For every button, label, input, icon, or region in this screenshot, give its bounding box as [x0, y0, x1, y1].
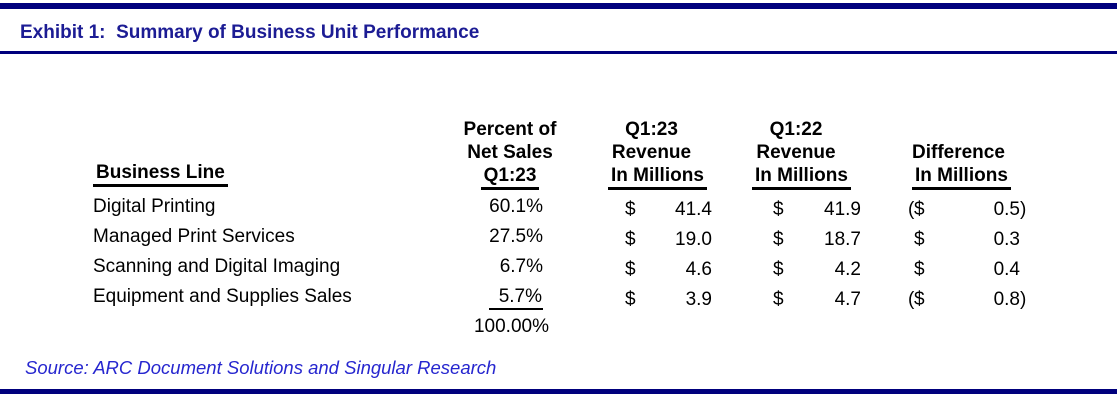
currency-symbol: $	[773, 259, 784, 280]
difference-value: 0.4	[993, 259, 1020, 280]
header-percent-line3: Q1:23	[480, 164, 540, 190]
business-line-cell: Managed Print Services	[93, 226, 295, 247]
currency-symbol: $	[773, 289, 784, 310]
business-unit-performance-table: Business Line Percent of Net Sales Q1:23…	[93, 116, 1053, 342]
difference-value: 0.8	[993, 289, 1020, 310]
currency-symbol: $	[625, 289, 636, 310]
q123-revenue-cell: $ 4.6	[625, 255, 712, 285]
q122-revenue-value: 4.2	[834, 259, 861, 280]
q122-revenue-value: 4.7	[834, 289, 861, 310]
q122-revenue-cell: $ 4.7	[773, 285, 861, 315]
currency-symbol: $	[914, 289, 925, 310]
header-q123-line3: In Millions	[608, 164, 707, 190]
currency-symbol: $	[914, 229, 925, 250]
table-row-managed-print-services: Managed Print Services 27.5% $ 19.0 $ 18…	[93, 222, 1053, 252]
q122-revenue-cell: $ 18.7	[773, 225, 861, 255]
q122-revenue-cell: $ 4.2	[773, 255, 861, 285]
bottom-rule	[0, 389, 1117, 394]
currency-symbol: $	[625, 229, 636, 250]
difference-cell: ( $ 0.8 )	[908, 285, 1027, 315]
difference-cell: $ 0.4	[908, 255, 1027, 285]
header-q123-line2: Revenue	[611, 142, 692, 163]
header-business-line-label: Business Line	[93, 161, 228, 187]
q123-revenue-cell: $ 3.9	[625, 285, 712, 315]
header-difference-line1: Difference	[912, 142, 1005, 163]
business-line-cell: Scanning and Digital Imaging	[93, 256, 341, 277]
q123-revenue-cell: $ 41.4	[625, 195, 712, 225]
percent-cell: 6.7%	[499, 256, 543, 277]
difference-cell: $ 0.3	[908, 225, 1027, 255]
header-q122-line1: Q1:22	[769, 119, 823, 140]
paren-open: (	[908, 289, 915, 310]
q123-revenue-value: 4.6	[685, 259, 712, 280]
header-percent-net-sales: Percent of Net Sales Q1:23	[462, 118, 558, 192]
difference-value: 0.5	[993, 199, 1020, 220]
paren-close	[1020, 225, 1027, 255]
table-row-scanning-digital-imaging: Scanning and Digital Imaging 6.7% $ 4.6 …	[93, 252, 1053, 282]
business-line-cell: Digital Printing	[93, 196, 216, 217]
paren-open: (	[908, 199, 915, 220]
q123-revenue-value: 19.0	[675, 229, 712, 250]
exhibit-title: Exhibit 1: Summary of Business Unit Perf…	[20, 22, 480, 43]
percent-cell: 5.7%	[455, 282, 551, 312]
currency-symbol: $	[914, 259, 925, 280]
header-business-line: Business Line	[93, 161, 455, 189]
q123-revenue-value: 3.9	[685, 289, 712, 310]
source-note: Source: ARC Document Solutions and Singu…	[25, 357, 497, 378]
header-percent-line1: Percent of	[463, 119, 557, 140]
q123-revenue-value: 41.4	[675, 199, 712, 220]
difference-value: 0.3	[993, 229, 1020, 250]
currency-symbol: $	[773, 199, 784, 220]
currency-symbol: $	[914, 199, 925, 220]
total-percent-value: 100.00%	[473, 316, 549, 337]
difference-cell: ( $ 0.5 )	[908, 195, 1027, 225]
paren-close	[1020, 255, 1027, 285]
paren-close: )	[1020, 199, 1027, 220]
header-q122-line3: In Millions	[752, 164, 851, 190]
paren-close: )	[1020, 289, 1027, 310]
header-q122-revenue: Q1:22 Revenue In Millions	[752, 118, 851, 192]
table-row-total: 100.00%	[93, 312, 1053, 342]
q122-revenue-value: 41.9	[824, 199, 861, 220]
table-row-equipment-supplies-sales: Equipment and Supplies Sales 5.7% $ 3.9 …	[93, 282, 1053, 312]
q122-revenue-value: 18.7	[824, 229, 861, 250]
header-q122-line2: Revenue	[756, 142, 836, 163]
percent-cell: 27.5%	[489, 226, 543, 247]
header-q123-line1: Q1:23	[625, 119, 678, 140]
business-line-cell: Equipment and Supplies Sales	[93, 286, 352, 307]
header-difference-line2: In Millions	[912, 164, 1011, 190]
total-percent-cell: 100.00%	[455, 312, 551, 342]
table-row-digital-printing: Digital Printing 60.1% $ 41.4 $ 41.9 ( $…	[93, 192, 1053, 222]
currency-symbol: $	[773, 229, 784, 250]
currency-symbol: $	[625, 259, 636, 280]
header-difference: Difference In Millions	[908, 141, 1027, 192]
q123-revenue-cell: $ 19.0	[625, 225, 712, 255]
table-header-row: Business Line Percent of Net Sales Q1:23…	[93, 116, 1053, 192]
percent-cell: 60.1%	[489, 196, 543, 217]
header-q123-revenue: Q1:23 Revenue In Millions	[608, 118, 707, 192]
q122-revenue-cell: $ 41.9	[773, 195, 861, 225]
top-rule	[0, 3, 1117, 9]
title-divider-rule	[0, 51, 1117, 54]
percent-value-underlined: 5.7%	[488, 285, 543, 310]
header-percent-line2: Net Sales	[467, 142, 553, 163]
currency-symbol: $	[625, 199, 636, 220]
